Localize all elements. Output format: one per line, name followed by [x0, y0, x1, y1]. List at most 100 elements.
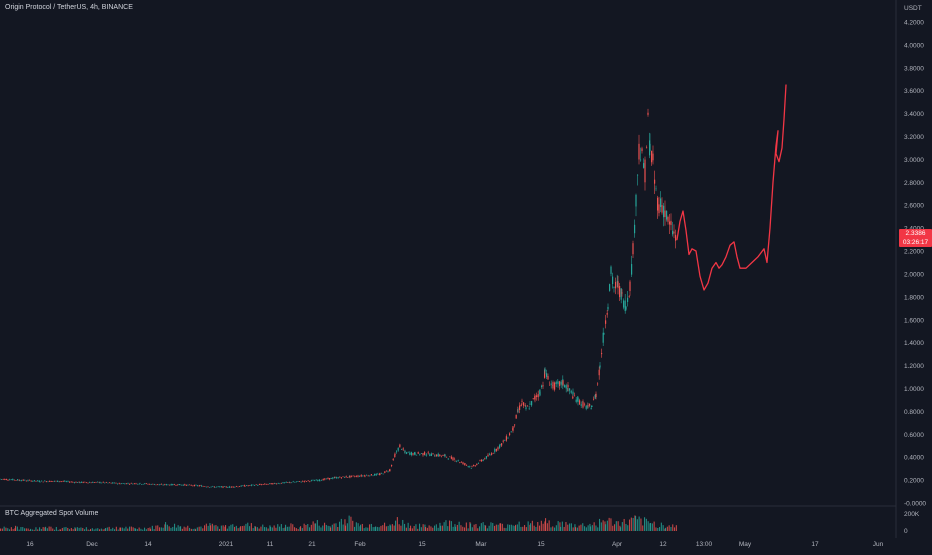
candle-body — [125, 483, 127, 485]
candle-body — [359, 476, 361, 477]
volume-bar — [250, 523, 252, 531]
candle-body — [602, 332, 604, 343]
volume-bar — [29, 529, 31, 531]
candle-body — [661, 205, 663, 213]
volume-bar — [560, 526, 562, 531]
candle-body — [124, 483, 126, 485]
volume-bar — [235, 525, 237, 531]
volume-bar — [255, 526, 257, 531]
volume-bar — [327, 525, 329, 531]
candle-body — [90, 482, 92, 484]
candle-body — [635, 194, 637, 207]
candle-body — [525, 407, 527, 409]
volume-legend[interactable]: BTC Aggregated Spot Volume — [5, 510, 99, 517]
candle-body — [462, 462, 464, 465]
price-tick-label: 3.0000 — [904, 157, 924, 164]
candle-body — [32, 480, 34, 482]
candle-body — [332, 477, 334, 479]
volume-bar — [524, 525, 526, 531]
candle-body — [345, 476, 347, 478]
candle-body — [509, 433, 511, 436]
candle-body — [312, 480, 314, 481]
candle-body — [150, 484, 152, 485]
candle-body — [666, 210, 668, 220]
candle-body — [619, 286, 621, 298]
candle-body — [145, 483, 147, 484]
candle-body — [1, 479, 3, 480]
volume-bar — [127, 528, 129, 531]
candle-body — [319, 480, 321, 482]
volume-bar — [420, 527, 422, 531]
candle-body — [479, 460, 481, 461]
candle-body — [177, 484, 179, 486]
volume-bar — [555, 525, 557, 531]
volume-bar — [372, 527, 374, 531]
volume-bar — [194, 528, 196, 531]
volume-bar — [587, 525, 589, 531]
candle-body — [227, 487, 229, 488]
candle-body — [347, 477, 349, 478]
volume-bar — [226, 528, 228, 531]
symbol-legend[interactable]: Origin Protocol / TetherUS, 4h, BINANCE — [5, 4, 133, 11]
candle-body — [2, 478, 4, 480]
volume-bar — [617, 521, 619, 531]
volume-bar — [449, 520, 451, 531]
volume-bar — [494, 525, 496, 531]
volume-bar — [565, 522, 567, 531]
volume-bar — [344, 519, 346, 531]
candle-body — [231, 486, 233, 488]
volume-bar — [533, 525, 535, 531]
candle-body — [302, 481, 304, 482]
candle-body — [529, 403, 531, 405]
candle-body — [422, 453, 424, 456]
volume-bar — [578, 525, 580, 531]
candle-body — [494, 448, 496, 452]
candle-body — [135, 483, 137, 485]
volume-bar — [668, 525, 670, 531]
volume-bar — [365, 527, 367, 531]
bar-countdown: 03:26:17 — [902, 239, 929, 246]
volume-bar — [267, 528, 269, 531]
candle-body — [189, 484, 191, 486]
candle-body — [512, 426, 514, 431]
candle-body — [19, 480, 21, 482]
candle-body — [524, 404, 526, 406]
candle-body — [502, 440, 504, 442]
volume-bar — [55, 526, 57, 531]
time-axis: 16 Dec 14 2021 11 21 Feb 15 Mar 15 Apr 12 13:00 May 17… — [26, 541, 883, 548]
volume-bar — [172, 526, 174, 531]
volume-bar — [557, 521, 559, 531]
volume-bar — [132, 527, 134, 531]
candle-body — [632, 243, 634, 255]
volume-bar — [270, 526, 272, 531]
candle-body — [73, 482, 75, 483]
volume-bar — [220, 525, 222, 531]
volume-bar — [635, 515, 637, 531]
candle-body — [158, 484, 160, 486]
candle-body — [45, 481, 47, 482]
volume-bar — [630, 517, 632, 531]
volume-bar — [69, 529, 71, 531]
volume-bar — [196, 527, 198, 531]
candle-body — [552, 382, 554, 389]
candle-body — [476, 463, 478, 466]
volume-bar — [378, 527, 380, 531]
volume-bar — [46, 528, 48, 531]
candle-body — [599, 365, 601, 368]
candle-body — [249, 485, 251, 486]
candle-body — [569, 388, 571, 391]
candle-body — [67, 480, 69, 482]
candle-body — [609, 284, 611, 291]
volume-bar — [640, 518, 642, 531]
volume-bar — [552, 526, 554, 531]
candle-body — [613, 287, 615, 289]
volume-bar — [155, 525, 157, 531]
candle-body — [93, 482, 95, 483]
candle-body — [349, 475, 351, 478]
volume-bar — [254, 526, 256, 531]
volume-bar — [507, 524, 509, 531]
volume-bar — [282, 528, 284, 531]
candle-body — [75, 481, 77, 483]
